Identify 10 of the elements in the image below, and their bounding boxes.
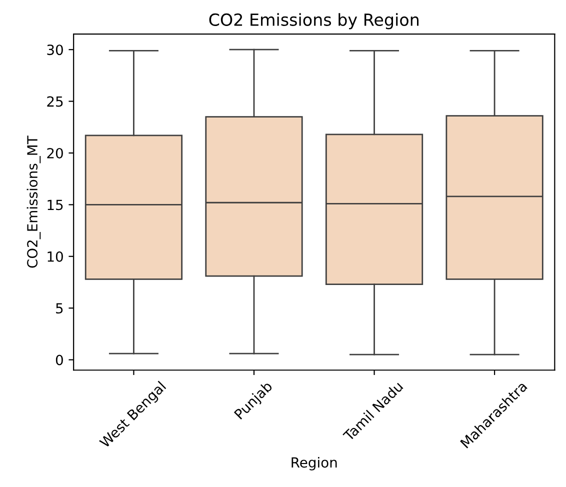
y-tick-label: 30: [47, 44, 63, 56]
y-tick-label: 5: [56, 303, 63, 314]
x-axis-title: Region: [292, 456, 337, 470]
y-tick-label: 0: [56, 354, 63, 366]
y-tick-label: 20: [47, 148, 63, 158]
y-axis-title: CO2_Emissions_MT: [26, 136, 41, 268]
chart-title: CO2 Emissions by Region: [209, 13, 419, 30]
y-tick-label: 15: [48, 200, 63, 210]
y-tick-label: 25: [47, 96, 63, 107]
y-tick-label: 10: [48, 251, 63, 262]
